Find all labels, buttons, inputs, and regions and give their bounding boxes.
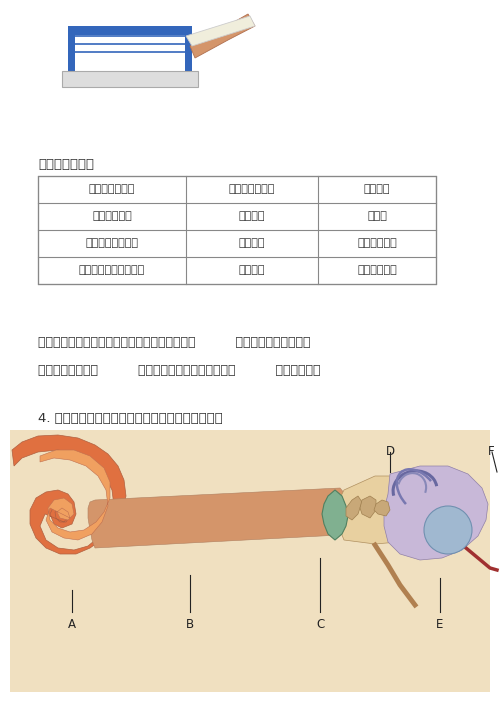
Polygon shape xyxy=(40,450,110,540)
Bar xyxy=(68,26,192,35)
Text: 不发声: 不发声 xyxy=(367,212,387,222)
Text: E: E xyxy=(436,618,444,631)
Bar xyxy=(68,28,75,71)
Polygon shape xyxy=(12,435,126,554)
Polygon shape xyxy=(384,466,488,560)
Bar xyxy=(185,28,192,71)
Text: 把橡皮筋拉紧拨弹: 把橡皮筋拉紧拨弹 xyxy=(86,239,138,249)
Text: 橡皮筋拨弹情况: 橡皮筋拨弹情况 xyxy=(89,185,135,195)
Polygon shape xyxy=(360,496,376,518)
Text: F: F xyxy=(488,445,494,458)
Bar xyxy=(38,176,436,284)
Text: 振动得快: 振动得快 xyxy=(239,239,265,249)
Text: 4. 下图是人体耳朵的结构图，请观察并回答问题。: 4. 下图是人体耳朵的结构图，请观察并回答问题。 xyxy=(38,412,223,425)
Polygon shape xyxy=(88,488,348,548)
Polygon shape xyxy=(346,496,362,520)
Text: 实验记录如下：: 实验记录如下： xyxy=(38,158,94,171)
Text: C: C xyxy=(316,618,324,631)
Text: 发出的声音低: 发出的声音低 xyxy=(357,266,397,275)
Bar xyxy=(10,430,490,692)
Polygon shape xyxy=(322,490,348,540)
Text: D: D xyxy=(386,445,395,458)
Text: 没有振动: 没有振动 xyxy=(239,212,265,222)
Text: A: A xyxy=(68,618,76,631)
Polygon shape xyxy=(186,16,255,46)
Circle shape xyxy=(444,526,452,534)
Text: 发出的声音高: 发出的声音高 xyxy=(357,239,397,249)
Text: 振动得慢: 振动得慢 xyxy=(239,266,265,275)
Text: 发出的声音就越（          ）同时还说明声音是由物体（          ）而产生的。: 发出的声音就越（ ）同时还说明声音是由物体（ ）而产生的。 xyxy=(38,364,321,377)
Text: 把橡皮筋稍稍放松拨弹: 把橡皮筋稍稍放松拨弹 xyxy=(79,266,145,275)
Polygon shape xyxy=(92,496,342,534)
Text: 不拨弹橡皮筋: 不拨弹橡皮筋 xyxy=(92,212,132,222)
Bar xyxy=(62,71,198,87)
Circle shape xyxy=(432,514,464,546)
Text: 橡皮筋振动情况: 橡皮筋振动情况 xyxy=(229,185,275,195)
Polygon shape xyxy=(190,14,255,58)
Text: B: B xyxy=(186,618,194,631)
Polygon shape xyxy=(338,476,422,544)
Circle shape xyxy=(424,506,472,554)
Polygon shape xyxy=(374,500,390,516)
Text: 发声情况: 发声情况 xyxy=(364,185,390,195)
Circle shape xyxy=(439,521,457,539)
Text: 实验结论：物体振动得越快，发出的声音就越（          ），物体振动得越慢，: 实验结论：物体振动得越快，发出的声音就越（ ），物体振动得越慢， xyxy=(38,336,310,349)
